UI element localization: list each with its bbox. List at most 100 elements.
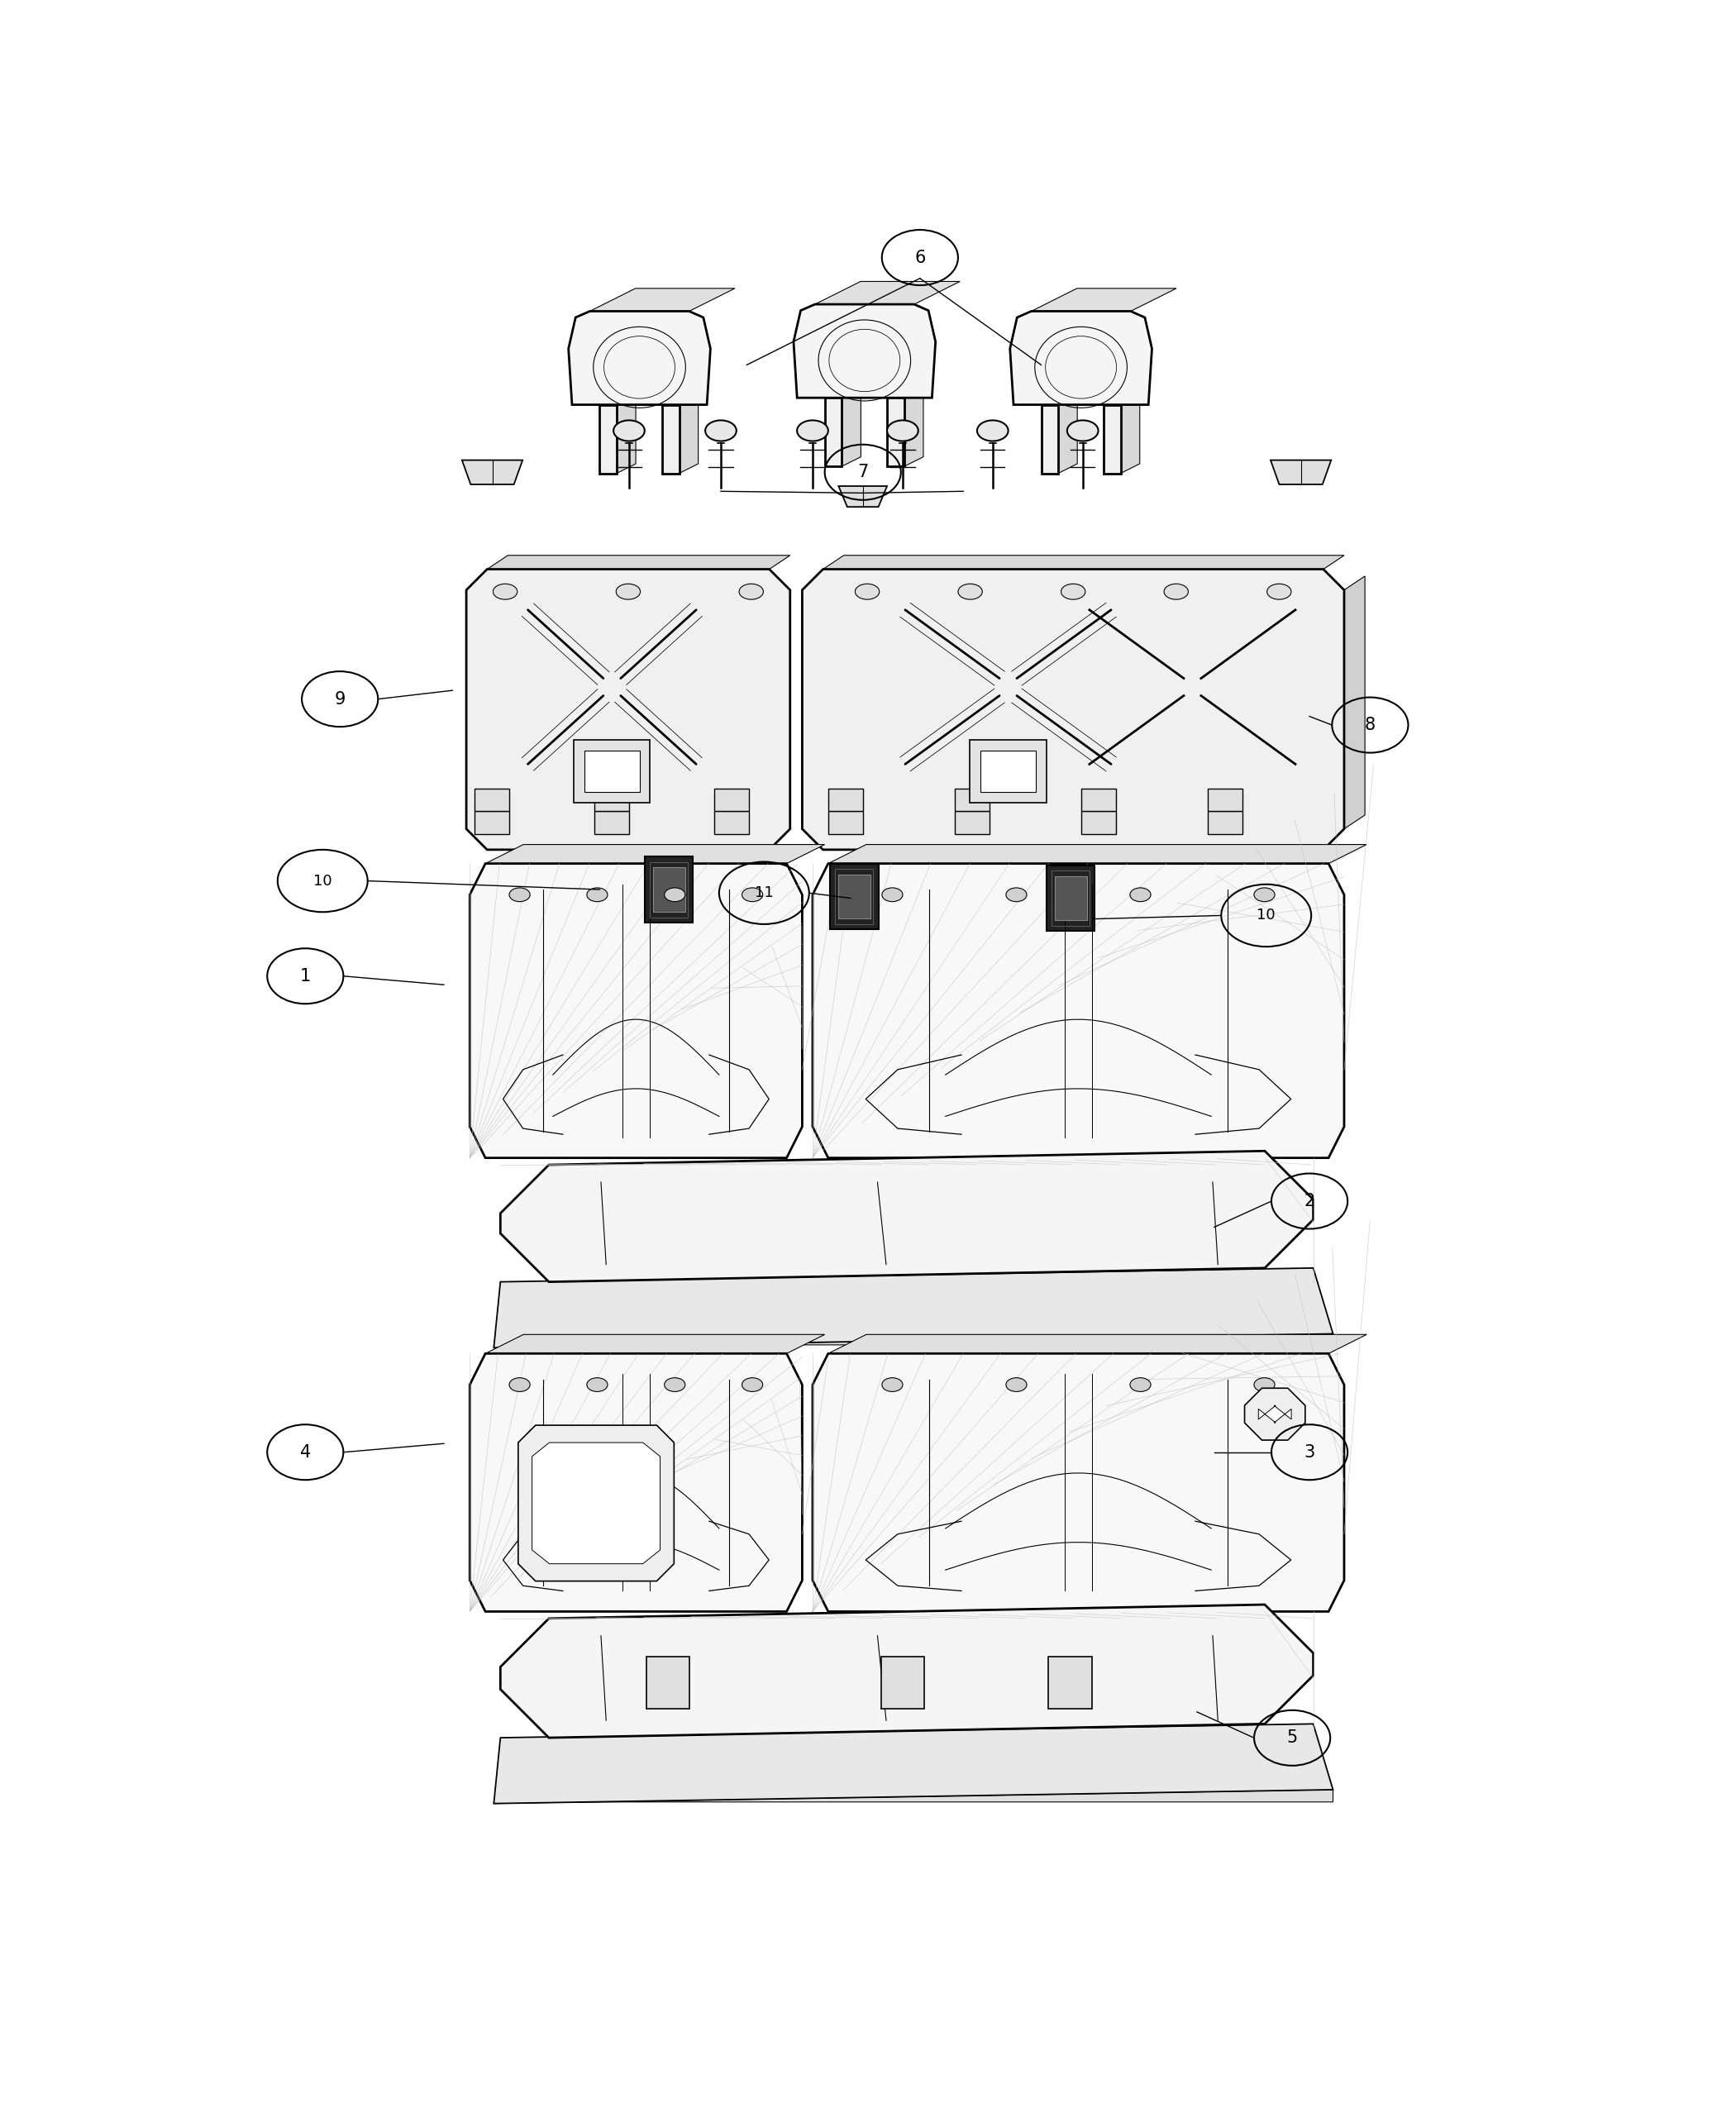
Ellipse shape: [587, 1379, 608, 1391]
Ellipse shape: [882, 887, 903, 902]
Ellipse shape: [977, 419, 1009, 441]
Ellipse shape: [882, 1379, 903, 1391]
Polygon shape: [644, 856, 693, 923]
Text: 11: 11: [755, 885, 774, 900]
Polygon shape: [661, 405, 679, 474]
Text: 4: 4: [300, 1444, 311, 1461]
Ellipse shape: [1005, 887, 1026, 902]
Bar: [653, 868, 686, 911]
Bar: [1208, 788, 1243, 812]
Polygon shape: [488, 554, 790, 569]
Polygon shape: [599, 405, 616, 474]
Text: 6: 6: [915, 249, 925, 266]
Polygon shape: [1010, 312, 1153, 405]
Polygon shape: [904, 388, 924, 466]
Polygon shape: [493, 1269, 1333, 1347]
Ellipse shape: [958, 584, 983, 599]
Polygon shape: [793, 304, 936, 398]
Bar: [585, 750, 639, 793]
Polygon shape: [887, 398, 904, 466]
Polygon shape: [517, 1425, 674, 1581]
Polygon shape: [500, 1151, 1312, 1282]
Bar: [715, 788, 750, 812]
Polygon shape: [828, 1334, 1366, 1353]
Polygon shape: [470, 864, 802, 1157]
Polygon shape: [802, 569, 1344, 850]
Polygon shape: [830, 864, 878, 930]
Ellipse shape: [1061, 584, 1085, 599]
Polygon shape: [500, 1604, 1312, 1737]
Text: 9: 9: [335, 691, 345, 708]
Polygon shape: [1104, 405, 1121, 474]
Polygon shape: [486, 1334, 825, 1353]
Text: 3: 3: [1304, 1444, 1314, 1461]
Bar: [955, 812, 990, 835]
Ellipse shape: [705, 419, 736, 441]
Polygon shape: [1059, 394, 1078, 474]
Polygon shape: [842, 388, 861, 466]
Bar: [649, 862, 687, 917]
Ellipse shape: [1267, 584, 1292, 599]
Polygon shape: [1047, 864, 1095, 932]
Text: 5: 5: [1286, 1731, 1299, 1745]
Polygon shape: [1042, 405, 1059, 474]
Ellipse shape: [616, 584, 641, 599]
Polygon shape: [470, 1353, 802, 1611]
Bar: [970, 740, 1047, 803]
Text: 1: 1: [300, 968, 311, 984]
Polygon shape: [1245, 1389, 1305, 1440]
Polygon shape: [825, 398, 842, 466]
Ellipse shape: [509, 1379, 529, 1391]
Polygon shape: [814, 282, 960, 304]
Polygon shape: [880, 1657, 924, 1710]
Polygon shape: [1049, 1657, 1092, 1710]
Ellipse shape: [493, 584, 517, 599]
Polygon shape: [646, 1657, 689, 1710]
Bar: [476, 812, 510, 835]
Ellipse shape: [509, 887, 529, 902]
Polygon shape: [823, 554, 1344, 569]
Bar: [835, 868, 873, 923]
Ellipse shape: [887, 419, 918, 441]
Ellipse shape: [797, 419, 828, 441]
Ellipse shape: [856, 584, 880, 599]
Bar: [828, 788, 863, 812]
Ellipse shape: [587, 887, 608, 902]
Bar: [1208, 812, 1243, 835]
Ellipse shape: [1253, 887, 1274, 902]
Ellipse shape: [740, 584, 764, 599]
Ellipse shape: [1005, 1379, 1026, 1391]
Bar: [838, 875, 870, 919]
Polygon shape: [462, 460, 523, 485]
Bar: [1082, 812, 1116, 835]
Polygon shape: [1259, 1406, 1292, 1423]
Bar: [828, 812, 863, 835]
Ellipse shape: [1130, 887, 1151, 902]
Text: 8: 8: [1364, 717, 1375, 734]
Polygon shape: [486, 845, 825, 864]
Polygon shape: [679, 394, 698, 474]
Ellipse shape: [665, 887, 686, 902]
Polygon shape: [828, 845, 1366, 864]
Polygon shape: [467, 569, 790, 850]
Text: 10: 10: [312, 873, 332, 887]
Text: 7: 7: [858, 464, 868, 481]
Bar: [981, 750, 1036, 793]
Ellipse shape: [741, 1379, 762, 1391]
Polygon shape: [1344, 575, 1364, 828]
Text: 10: 10: [1257, 909, 1276, 923]
Polygon shape: [812, 864, 1344, 1157]
Polygon shape: [493, 1724, 1333, 1804]
Polygon shape: [1271, 460, 1332, 485]
Polygon shape: [531, 1442, 660, 1564]
Bar: [1054, 877, 1087, 919]
Polygon shape: [590, 289, 734, 312]
Polygon shape: [493, 1334, 1333, 1347]
Polygon shape: [493, 1790, 1333, 1804]
Polygon shape: [1031, 289, 1177, 312]
Bar: [575, 740, 649, 803]
Ellipse shape: [1068, 419, 1099, 441]
Polygon shape: [838, 487, 887, 506]
Bar: [595, 812, 630, 835]
Polygon shape: [616, 394, 635, 474]
